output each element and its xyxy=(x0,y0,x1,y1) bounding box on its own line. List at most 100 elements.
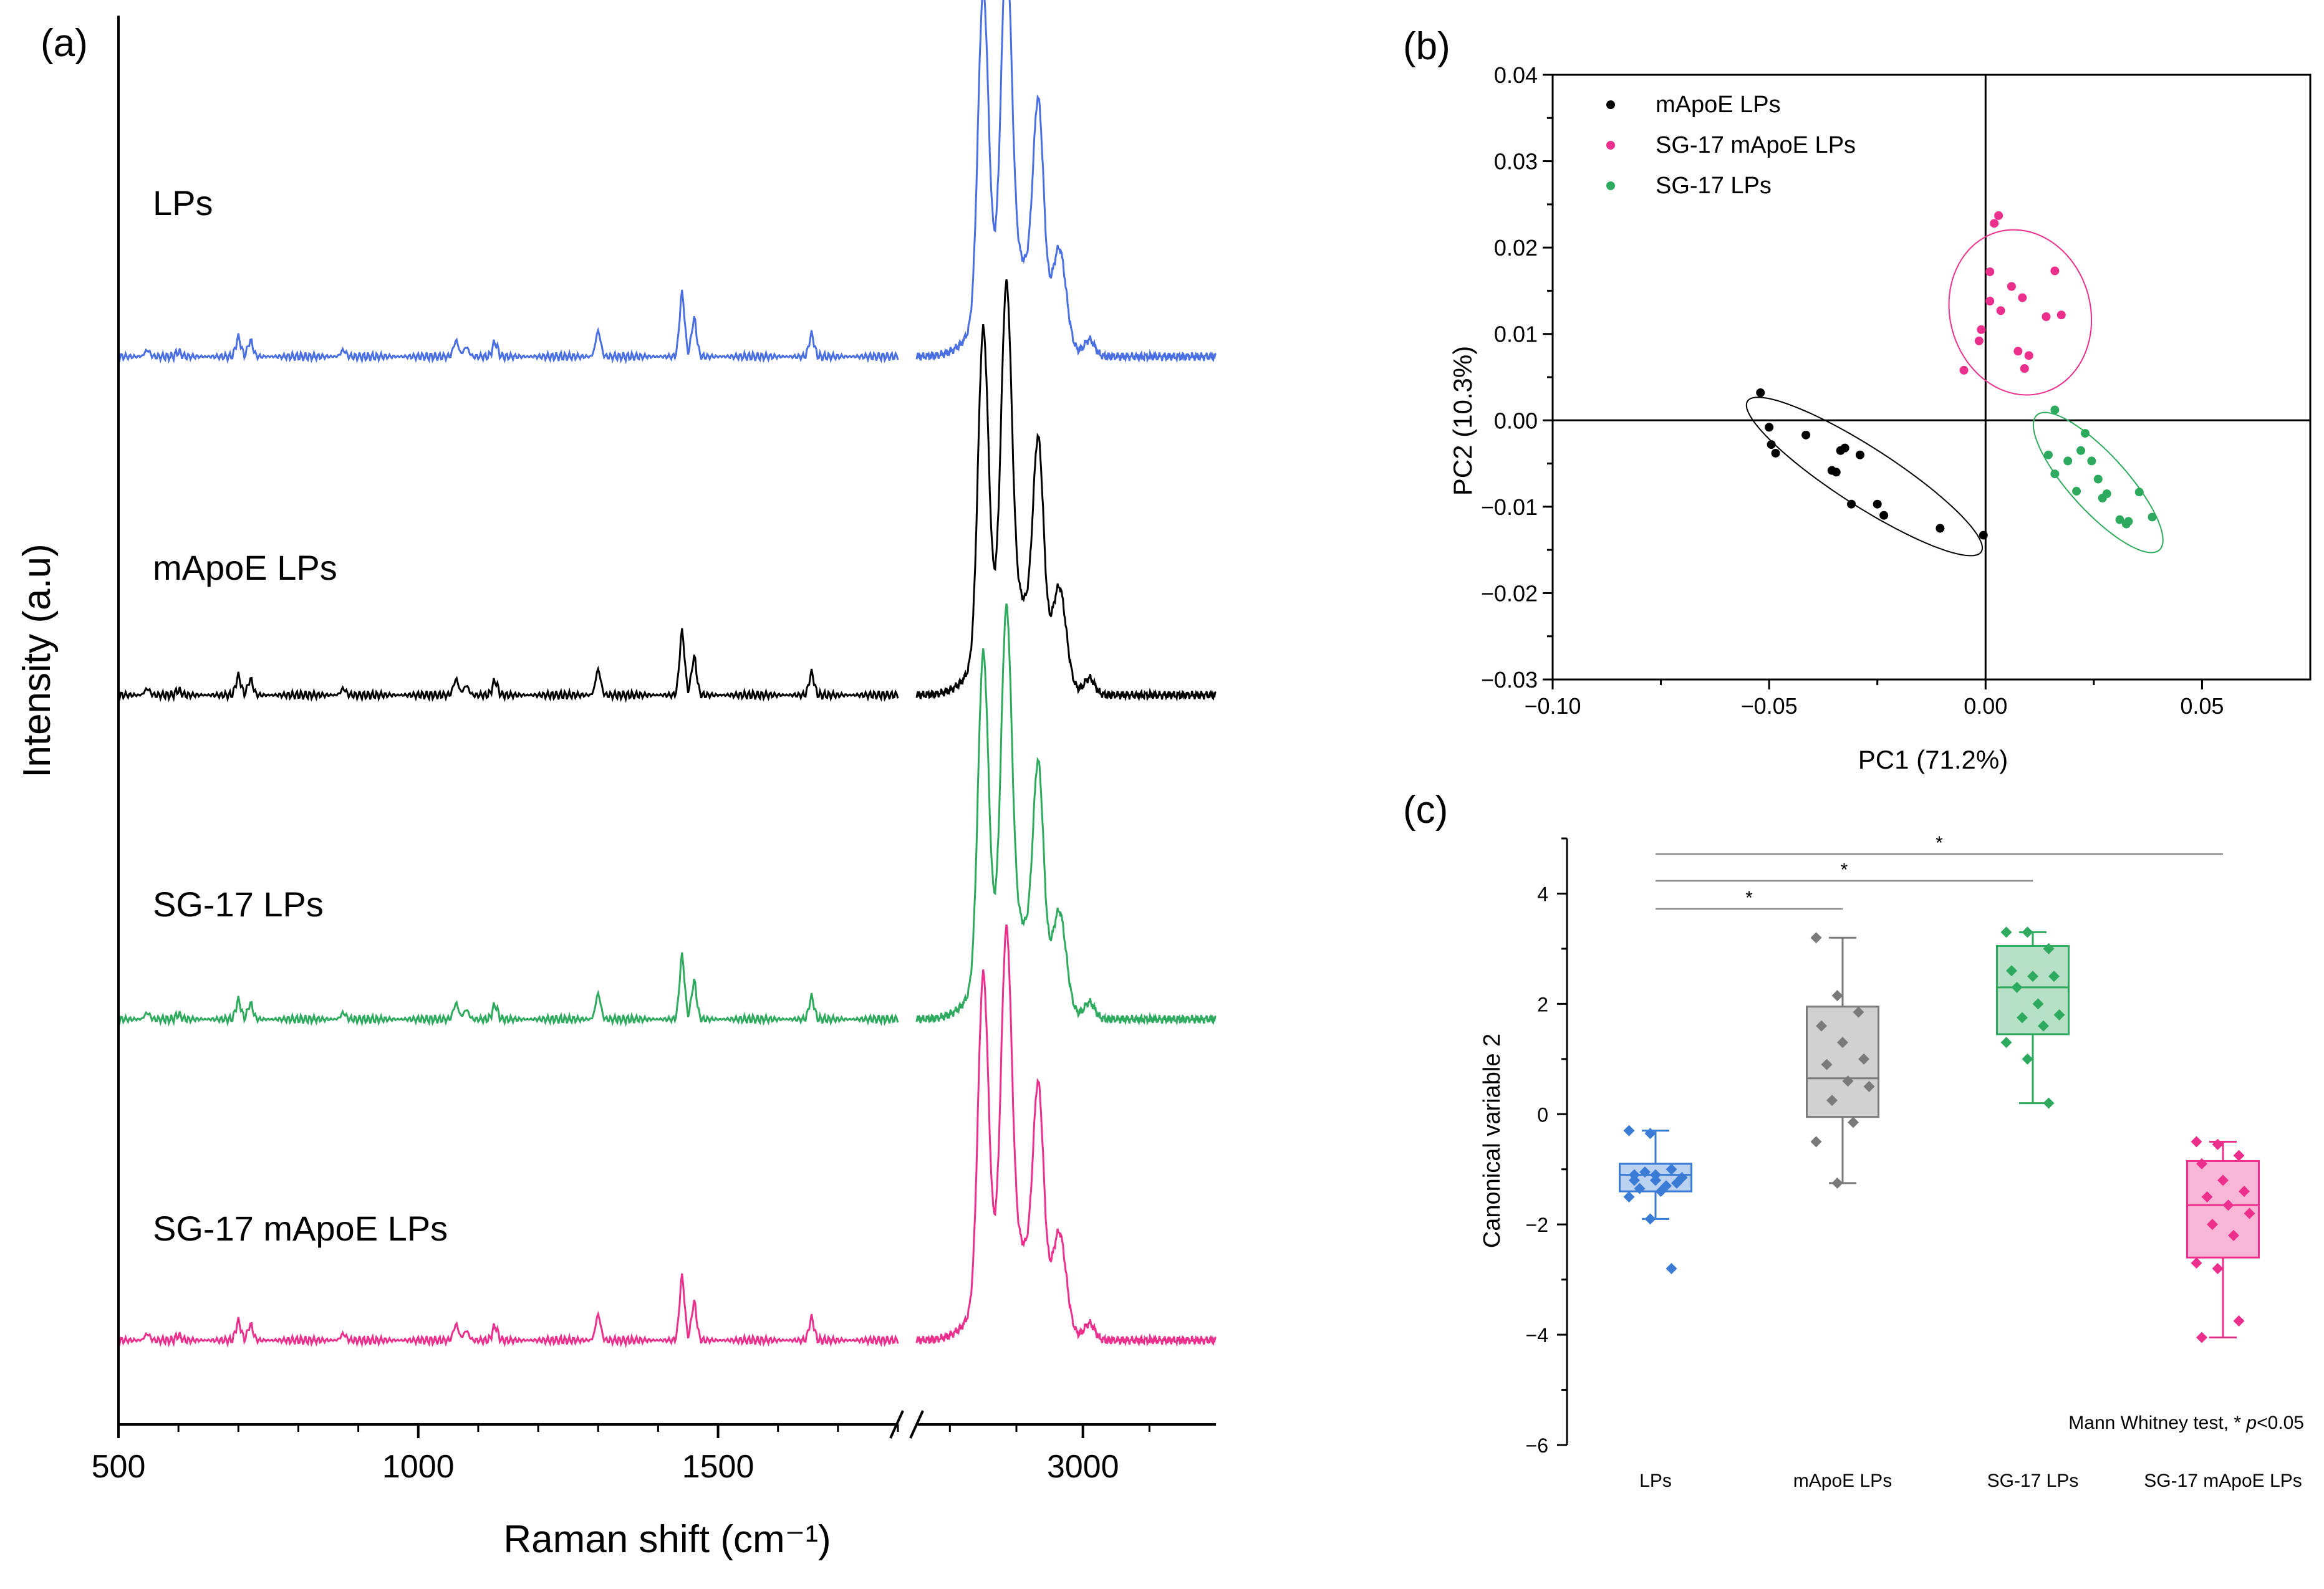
pca-point xyxy=(2093,474,2103,484)
pca-y-axis-title: PC2 (10.3%) xyxy=(1448,346,1477,496)
legend-marker-2 xyxy=(1606,181,1615,190)
box-data-point xyxy=(2217,1174,2229,1186)
box-data-point xyxy=(2053,1009,2065,1021)
box-data-point xyxy=(2032,998,2044,1010)
box-data-point xyxy=(2006,965,2017,977)
spectrum-line-high-0 xyxy=(915,0,1217,363)
pca-point xyxy=(1873,499,1882,509)
pca-points xyxy=(1756,211,2157,540)
raman-tick-label: 500 xyxy=(92,1449,146,1485)
note-p: p xyxy=(2245,1413,2257,1433)
pca-point xyxy=(2148,512,2157,522)
raman-tick-label: 1000 xyxy=(382,1449,455,1485)
box-data-point xyxy=(1644,1213,1656,1225)
spectrum-line-high-1 xyxy=(915,279,1217,702)
box-group-2 xyxy=(1996,926,2070,1109)
box-category-label-0: LPs xyxy=(1639,1471,1672,1491)
box-data-point xyxy=(2222,1199,2234,1211)
spectrum-line-low-3 xyxy=(117,1273,899,1348)
pca-point xyxy=(2050,266,2060,276)
pca-point xyxy=(2080,429,2090,438)
spectrum-line-low-1 xyxy=(117,628,899,703)
pca-point xyxy=(1985,297,1995,306)
box-group-3 xyxy=(2186,1136,2260,1343)
box-data-point xyxy=(2233,1150,2245,1161)
box-data-point xyxy=(2017,1012,2028,1024)
legend-label-1: SG-17 mApoE LPs xyxy=(1656,132,1856,158)
pca-plot-frame xyxy=(1551,74,2312,681)
box-data-point xyxy=(2196,1158,2207,1169)
box-data-point xyxy=(1650,1169,1661,1181)
spectrum-line-low-0 xyxy=(117,289,899,365)
pca-y-tick-label: 0.00 xyxy=(1494,408,1538,433)
confidence-ellipse-0 xyxy=(1745,396,1984,557)
box-data-point xyxy=(1858,1053,1869,1065)
pca-point xyxy=(1840,443,1849,453)
box-data-point xyxy=(1837,1037,1848,1049)
box-data-point xyxy=(2038,1020,2049,1032)
spectrum-label-0: LPs xyxy=(153,183,213,223)
pca-point xyxy=(1855,450,1864,459)
box-data-point xyxy=(2191,1257,2202,1269)
pca-point xyxy=(1767,440,1776,449)
pca-point xyxy=(2087,456,2096,466)
box-data-point xyxy=(1853,1006,1864,1018)
mann-whitney-note: Mann Whitney test, * p<0.05 xyxy=(2068,1413,2304,1433)
box-category-label-1: mApoE LPs xyxy=(1793,1471,1892,1491)
spectrum-label-2: SG-17 LPs xyxy=(153,885,324,924)
box-data-point xyxy=(2239,1186,2250,1198)
spectrum-label-1: mApoE LPs xyxy=(153,548,337,587)
pca-scatter-panel: −0.10 −0.05 0.00 0.05 −0.03 −0.02 −0.01 0.00 0.0… xyxy=(1448,62,2312,774)
box-data-point xyxy=(1826,1095,1838,1107)
box-data-point xyxy=(1831,990,1843,1002)
pca-y-tick-label: −0.01 xyxy=(1481,494,1538,520)
canonical-boxplot-panel: −6 −4 −2 0 2 4 LPs mApoE LPs SG-17 LPs SG-17 mApo… xyxy=(1479,833,2304,1491)
pca-x-tick-label: −0.05 xyxy=(1741,693,1798,719)
axis-break-mark-2 xyxy=(909,1410,924,1439)
pca-point xyxy=(1979,530,1988,540)
raman-x-axis-title: Raman shift (cm⁻¹) xyxy=(503,1518,831,1561)
box-data-point xyxy=(2011,981,2023,993)
box-data-point xyxy=(1639,1166,1651,1178)
pca-point xyxy=(2072,486,2081,496)
panel-label-b: (b) xyxy=(1403,25,1450,68)
box-data-point xyxy=(1623,1191,1635,1203)
pca-point xyxy=(1765,423,1774,432)
box-group-1 xyxy=(1806,932,1879,1189)
significance-star-0: * xyxy=(1745,888,1753,908)
pca-point xyxy=(2043,450,2053,459)
box-data-point xyxy=(2196,1332,2207,1343)
spectra-lines xyxy=(117,0,1217,1348)
pca-point xyxy=(1996,306,2005,315)
box-y-tick-label: −6 xyxy=(1526,1434,1548,1457)
pca-point xyxy=(2115,515,2124,524)
box-y-tick-label: −2 xyxy=(1526,1214,1548,1236)
box-y-axis-title: Canonical variable 2 xyxy=(1479,1034,1505,1248)
box-data-point xyxy=(2228,1229,2239,1241)
box-data-point xyxy=(1848,1116,1859,1128)
pca-point xyxy=(1985,267,1995,276)
pca-x-tick-label: 0.05 xyxy=(2180,693,2224,719)
box-data-point xyxy=(2000,1037,2012,1049)
pca-x-axis-title: PC1 (71.2%) xyxy=(1858,745,2008,774)
pca-point xyxy=(2020,364,2029,373)
box-plots xyxy=(1619,926,2260,1343)
box-data-point xyxy=(1644,1128,1656,1140)
box-data-point xyxy=(1676,1171,1688,1183)
significance-star-1: * xyxy=(1841,860,1848,880)
spectrum-label-3: SG-17 mApoE LPs xyxy=(153,1209,448,1248)
pca-y-tick-label: −0.03 xyxy=(1481,667,1538,693)
confidence-ellipse-1 xyxy=(1948,229,2093,396)
box-data-point xyxy=(2027,971,2038,982)
box-iqr xyxy=(1806,1006,1879,1118)
box-group-0 xyxy=(1619,1125,1692,1274)
box-data-point xyxy=(1629,1174,1640,1186)
box-data-point xyxy=(2000,926,2012,938)
box-category-label-3: SG-17 mApoE LPs xyxy=(2144,1471,2302,1491)
box-data-point xyxy=(1810,1136,1822,1148)
axis-break-mark-1 xyxy=(889,1410,904,1439)
box-data-point xyxy=(2191,1136,2202,1148)
raman-spectra-panel: LPs mApoE LPs SG-17 LPs SG-17 mApoE LPs 500… xyxy=(16,0,1217,1561)
pca-axes: −0.10 −0.05 0.00 0.05 −0.03 −0.02 −0.01 0.00 0.0… xyxy=(1481,62,2312,719)
